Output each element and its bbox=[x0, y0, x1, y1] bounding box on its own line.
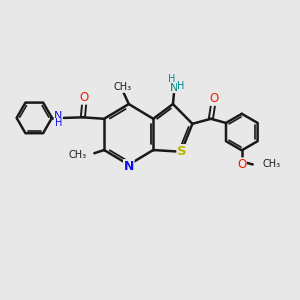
Text: N: N bbox=[54, 110, 62, 121]
Text: O: O bbox=[80, 91, 89, 104]
Text: O: O bbox=[209, 92, 218, 105]
Text: N: N bbox=[170, 83, 178, 93]
Text: O: O bbox=[237, 158, 246, 171]
Text: CH₃: CH₃ bbox=[262, 159, 280, 170]
Text: H: H bbox=[168, 74, 176, 83]
Text: H: H bbox=[55, 118, 62, 128]
Text: H: H bbox=[177, 82, 184, 92]
Text: CH₃: CH₃ bbox=[68, 150, 86, 160]
Text: CH₃: CH₃ bbox=[113, 82, 131, 92]
Text: S: S bbox=[177, 145, 187, 158]
Text: N: N bbox=[124, 160, 134, 173]
